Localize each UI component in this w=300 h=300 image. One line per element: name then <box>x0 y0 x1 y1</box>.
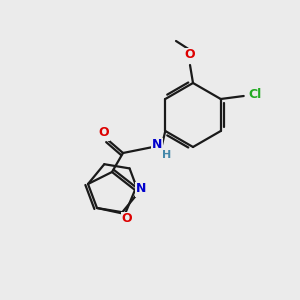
Text: Cl: Cl <box>248 88 261 100</box>
Text: O: O <box>122 212 132 226</box>
Text: H: H <box>162 150 172 160</box>
Text: N: N <box>136 182 146 196</box>
Text: N: N <box>152 139 162 152</box>
Text: O: O <box>99 127 109 140</box>
Text: O: O <box>185 49 195 62</box>
